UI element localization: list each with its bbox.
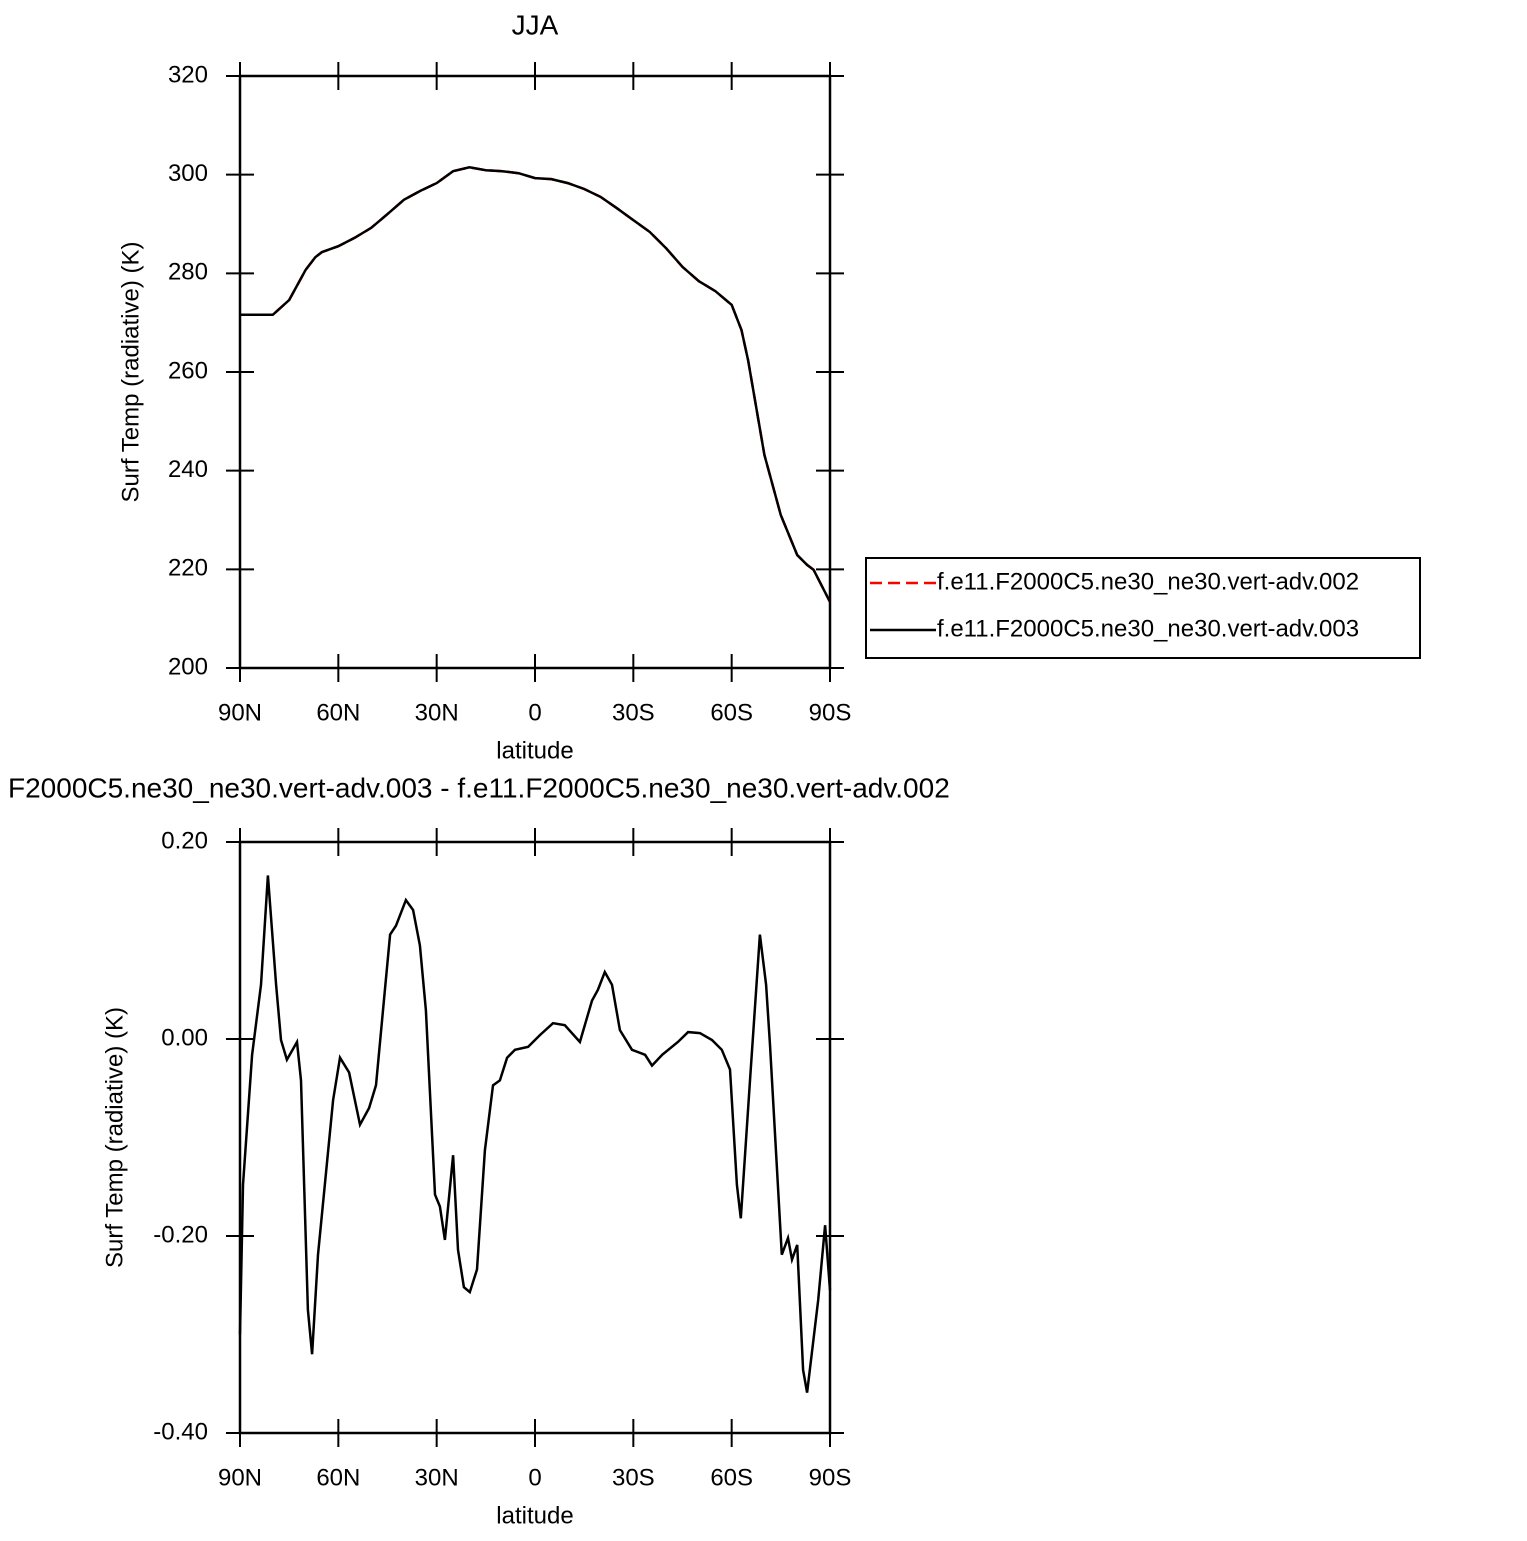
data-line xyxy=(240,166,832,603)
chart-title: JJA xyxy=(512,9,559,40)
y-tick-label: 260 xyxy=(168,357,208,384)
x-axis-label: latitude xyxy=(496,737,573,764)
x-tick-label: 0 xyxy=(528,1464,541,1491)
x-tick-label: 90N xyxy=(218,1464,262,1491)
data-line xyxy=(238,875,832,1393)
x-tick-label: 0 xyxy=(528,699,541,726)
x-tick-label: 30N xyxy=(415,699,459,726)
x-tick-label: 30S xyxy=(612,699,655,726)
legend-label: f.e11.F2000C5.ne30_ne30.vert-adv.002 xyxy=(937,568,1359,595)
x-tick-label: 30N xyxy=(415,1464,459,1491)
y-tick-label: 280 xyxy=(168,259,208,286)
y-axis-label: Surf Temp (radiative) (K) xyxy=(117,242,144,503)
x-tick-label: 60S xyxy=(710,1464,753,1491)
y-tick-label: -0.20 xyxy=(153,1221,208,1248)
x-tick-label: 60S xyxy=(710,699,753,726)
y-tick-label: 240 xyxy=(168,456,208,483)
y-tick-label: -0.40 xyxy=(153,1418,208,1445)
y-axis-label: Surf Temp (radiative) (K) xyxy=(101,1007,128,1268)
x-tick-label: 30S xyxy=(612,1464,655,1491)
y-tick-label: 220 xyxy=(168,555,208,582)
plot-frame xyxy=(238,74,832,670)
x-tick-label: 60N xyxy=(316,1464,360,1491)
x-tick-label: 90N xyxy=(218,699,262,726)
y-tick-label: 0.20 xyxy=(161,827,208,854)
x-tick-label: 90S xyxy=(809,699,852,726)
x-axis-label: latitude xyxy=(496,1502,573,1529)
y-tick-label: 200 xyxy=(168,653,208,680)
chart-title: F2000C5.ne30_ne30.vert-adv.003 - f.e11.F… xyxy=(8,772,950,803)
y-tick-label: 320 xyxy=(168,61,208,88)
data-line xyxy=(240,166,832,603)
y-tick-label: 0.00 xyxy=(161,1024,208,1051)
x-tick-label: 90S xyxy=(809,1464,852,1491)
y-tick-label: 300 xyxy=(168,160,208,187)
x-tick-label: 60N xyxy=(316,699,360,726)
legend-label: f.e11.F2000C5.ne30_ne30.vert-adv.003 xyxy=(937,615,1359,642)
legend-box xyxy=(865,557,1421,659)
